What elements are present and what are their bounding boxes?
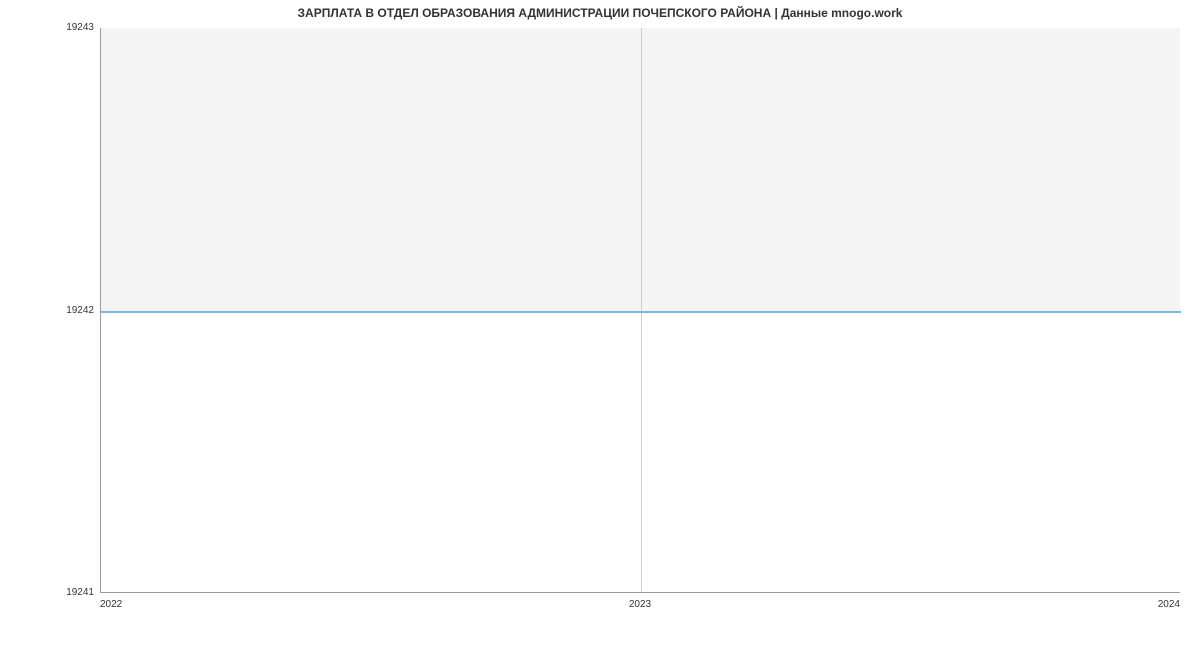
- plot-area: [100, 28, 1180, 593]
- chart-title: ЗАРПЛАТА В ОТДЕЛ ОБРАЗОВАНИЯ АДМИНИСТРАЦ…: [0, 6, 1200, 20]
- x-tick-label: 2023: [600, 599, 680, 610]
- series-line-salary: [101, 311, 1181, 313]
- y-tick-label: 19241: [0, 587, 94, 598]
- x-tick-label: 2022: [100, 599, 180, 610]
- x-tick-label: 2024: [1100, 599, 1180, 610]
- y-tick-label: 19242: [0, 305, 94, 316]
- chart-container: ЗАРПЛАТА В ОТДЕЛ ОБРАЗОВАНИЯ АДМИНИСТРАЦ…: [0, 0, 1200, 650]
- y-tick-label: 19243: [0, 22, 94, 33]
